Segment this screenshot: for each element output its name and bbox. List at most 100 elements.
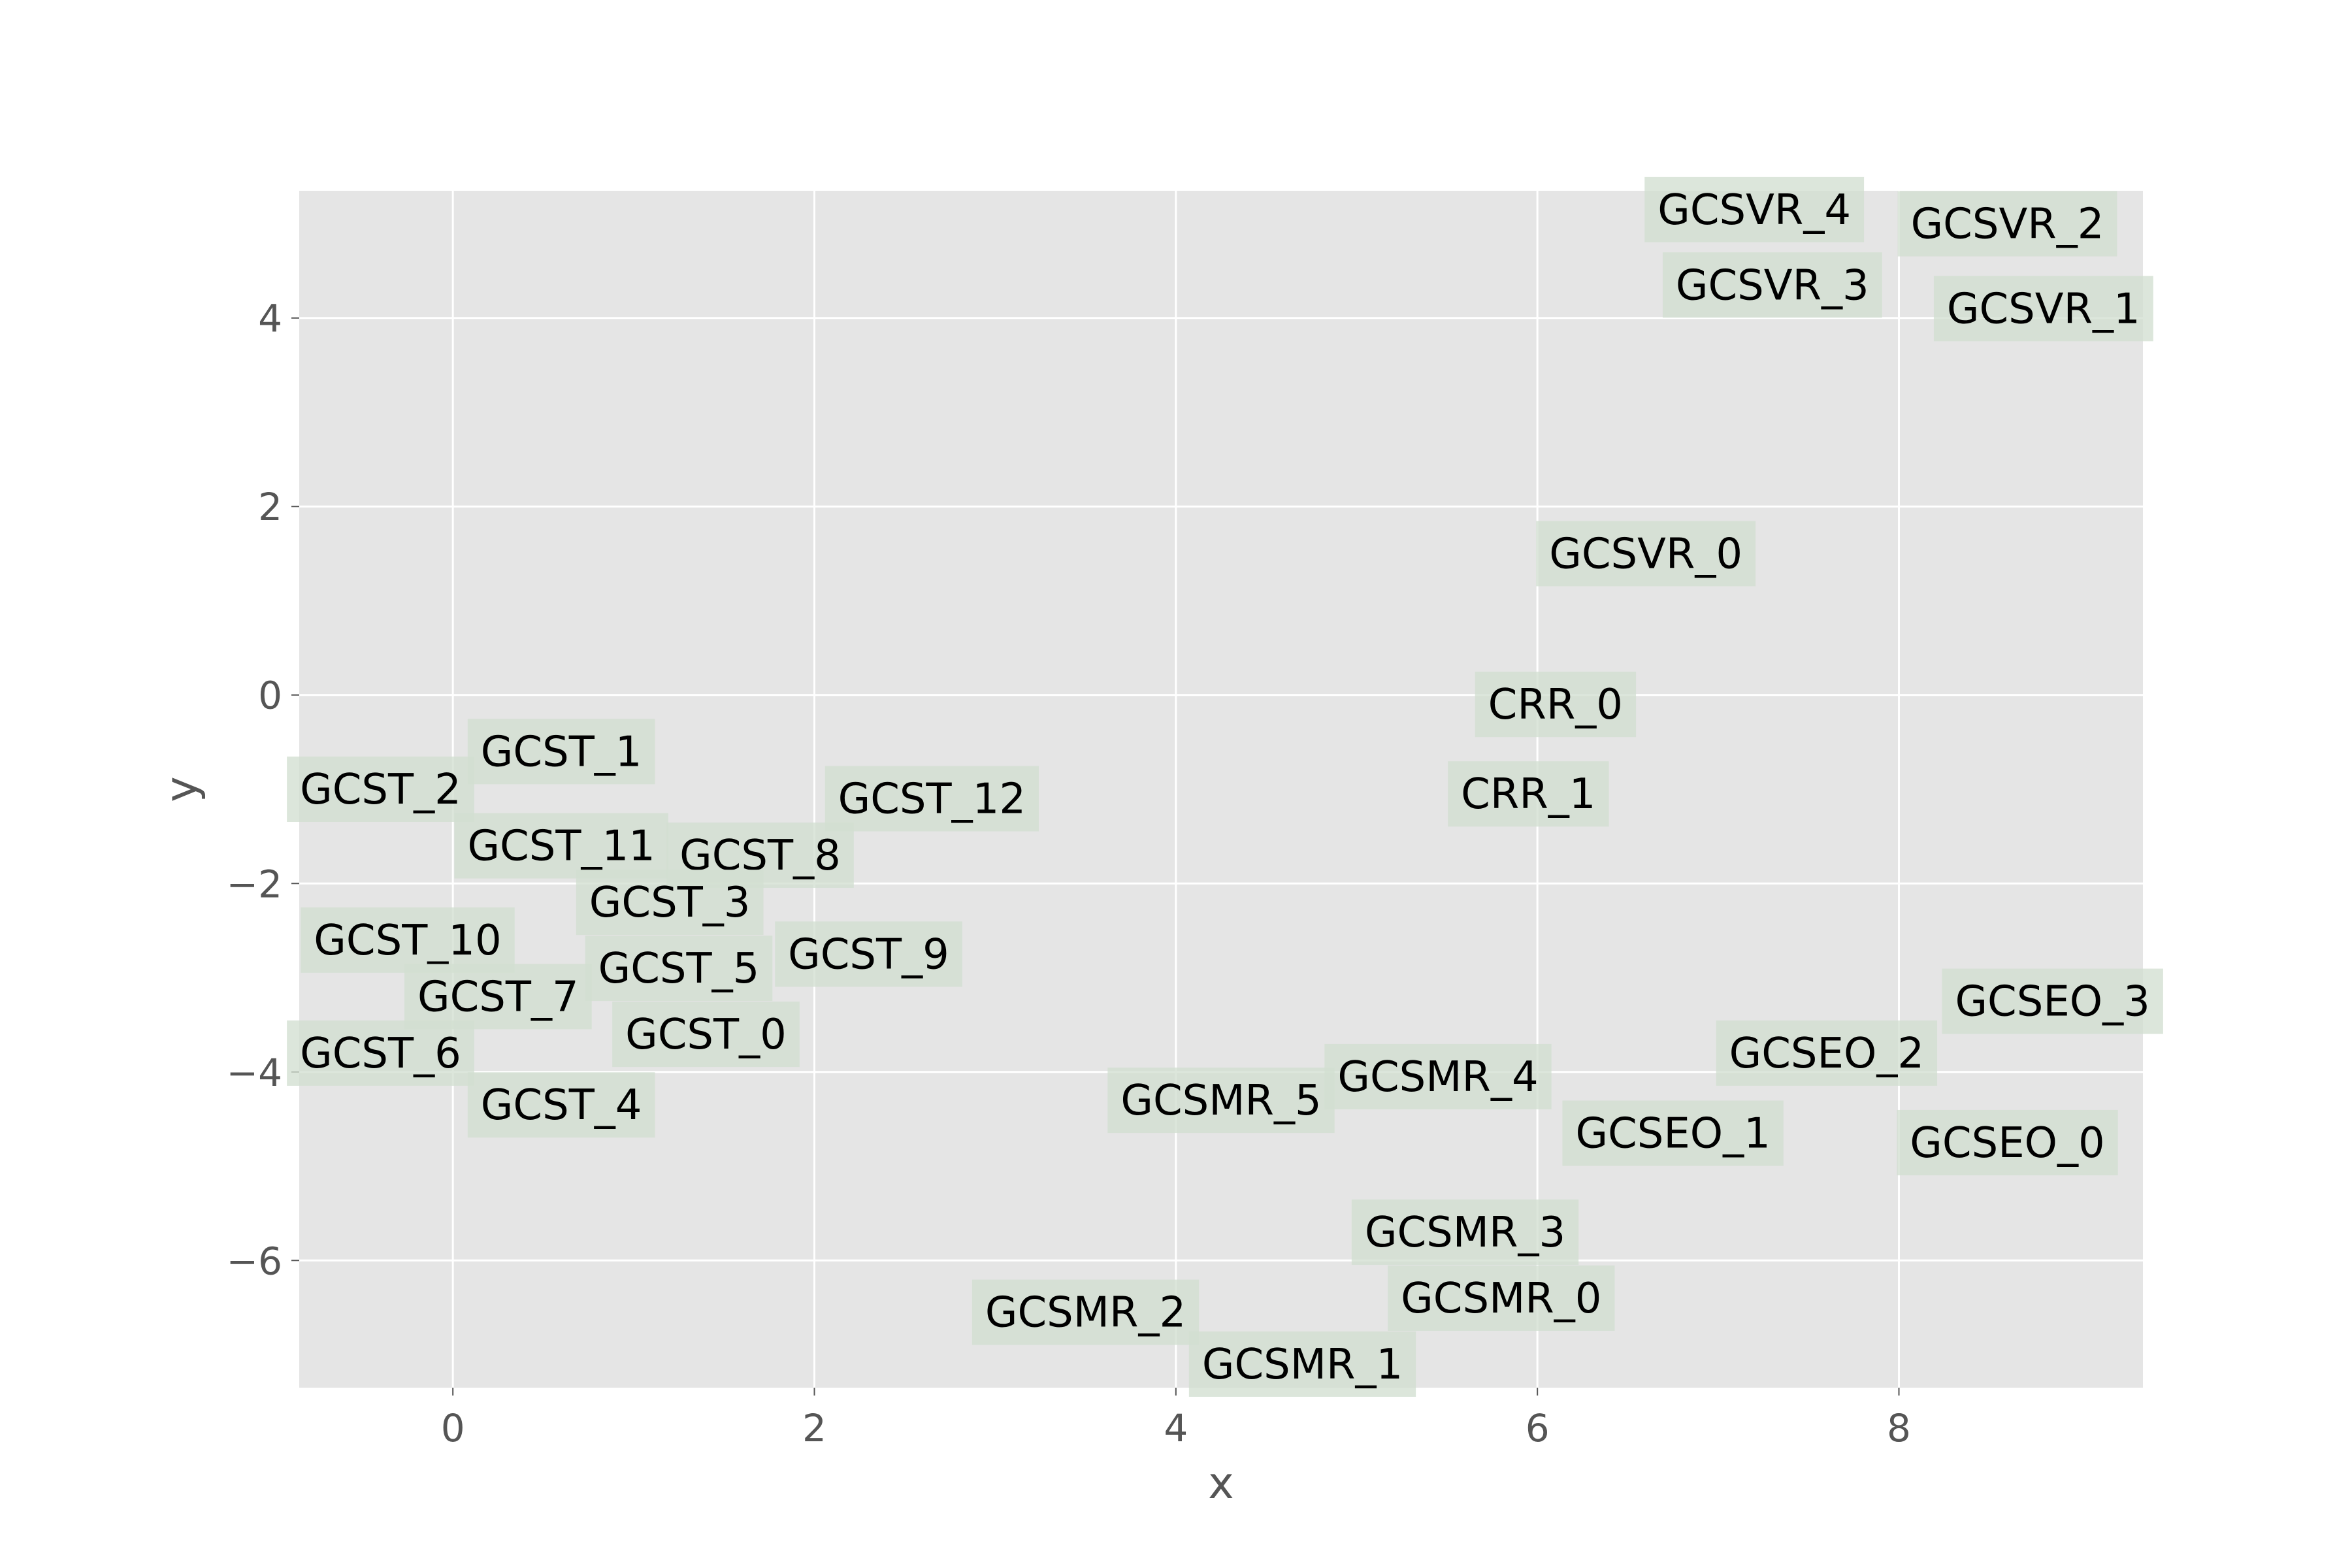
data-point: GCST_5 — [585, 936, 773, 1002]
data-point: GCST_1 — [467, 719, 655, 785]
x-axis-label: x — [1208, 1458, 1234, 1509]
x-tick-label: 2 — [802, 1406, 826, 1450]
point-label-box — [1351, 1199, 1579, 1265]
point-label: GCST_3 — [589, 879, 751, 927]
data-point: GCSEO_0 — [1897, 1109, 2118, 1175]
point-label-box — [454, 813, 668, 879]
point-label: GCST_7 — [417, 973, 579, 1021]
data-point: GCST_0 — [612, 1002, 800, 1068]
point-label-box — [1188, 1331, 1416, 1397]
point-label: GCST_9 — [788, 930, 949, 979]
data-point: GCSMR_5 — [1107, 1068, 1335, 1134]
point-label: GCSEO_0 — [1910, 1119, 2104, 1168]
point-label: GCSMR_3 — [1365, 1209, 1565, 1257]
data-point: GCSVR_0 — [1536, 521, 1756, 587]
data-point: GCST_12 — [825, 766, 1039, 832]
data-point: GCST_4 — [467, 1072, 655, 1138]
point-label: GCSEO_3 — [1955, 978, 2149, 1026]
point-label: GCST_5 — [598, 945, 760, 993]
y-tick-label: 4 — [258, 297, 282, 341]
x-tick-label: 8 — [1887, 1406, 1911, 1450]
point-label-box — [1324, 1043, 1552, 1109]
point-label-box — [1716, 1020, 1938, 1086]
point-label: GCST_10 — [314, 917, 501, 965]
point-label-box — [1933, 276, 2153, 342]
plot-area — [299, 191, 2143, 1388]
data-point: CRR_0 — [1475, 672, 1637, 738]
point-label-box — [1562, 1100, 1784, 1166]
point-label-box — [972, 1279, 1200, 1345]
point-label: GCSMR_1 — [1202, 1341, 1403, 1389]
point-label: GCST_1 — [481, 728, 642, 776]
point-label: GCSMR_0 — [1401, 1275, 1601, 1323]
point-label-box — [1107, 1068, 1335, 1134]
data-point: GCSVR_3 — [1662, 252, 1882, 318]
point-label-box — [1942, 968, 2163, 1034]
point-label-box — [467, 719, 655, 785]
point-label: GCSEO_1 — [1575, 1110, 1770, 1158]
point-label: GCST_2 — [300, 766, 461, 814]
y-tick-label: 0 — [258, 674, 282, 718]
data-point: GCST_10 — [301, 907, 515, 973]
point-label: GCSVR_3 — [1676, 261, 1869, 310]
data-point: GCST_7 — [404, 964, 592, 1030]
point-label: GCSMR_2 — [985, 1289, 1186, 1337]
point-label-box — [1448, 761, 1609, 827]
data-point: GCSVR_2 — [1897, 191, 2117, 257]
point-label: GCSVR_0 — [1549, 530, 1742, 578]
data-point: GCST_9 — [775, 921, 962, 987]
point-label: GCSEO_2 — [1729, 1030, 1924, 1078]
data-point: GCSVR_1 — [1933, 276, 2153, 342]
y-tick-label: −4 — [227, 1051, 283, 1095]
data-point: GCSMR_0 — [1388, 1265, 1615, 1331]
data-point: GCSEO_1 — [1562, 1100, 1784, 1166]
data-point: CRR_1 — [1448, 761, 1609, 827]
point-label: GCST_11 — [467, 823, 655, 871]
data-point: GCST_3 — [576, 870, 764, 936]
point-label-box — [585, 936, 773, 1002]
point-label-box — [404, 964, 592, 1030]
point-label: CRR_1 — [1461, 770, 1595, 819]
data-point: GCSEO_3 — [1942, 968, 2163, 1034]
point-label: GCST_4 — [481, 1081, 642, 1130]
data-point: GCSMR_3 — [1351, 1199, 1579, 1265]
point-label-box — [287, 757, 474, 822]
point-label-box — [467, 1072, 655, 1138]
point-label: GCSVR_2 — [1911, 200, 2104, 248]
point-label-box — [1897, 191, 2117, 257]
point-label-box — [287, 1020, 474, 1086]
point-label-box — [1897, 1109, 2118, 1175]
point-label-box — [1662, 252, 1882, 318]
data-point: GCSEO_2 — [1716, 1020, 1938, 1086]
y-tick-label: −2 — [227, 862, 283, 906]
point-label-box — [576, 870, 764, 936]
point-label: GCST_6 — [300, 1030, 461, 1078]
point-label: GCST_12 — [838, 775, 1026, 823]
point-label: GCSVR_1 — [1947, 285, 2140, 333]
labeled-points: GCSVR_4 GCSVR_2 GCSVR_3 GCSVR_1 GCSVR_0 CRR_0… — [287, 176, 2163, 1397]
data-point: GCSVR_4 — [1644, 176, 1865, 242]
data-point: GCSMR_4 — [1324, 1043, 1552, 1109]
point-label-box — [1536, 521, 1756, 587]
x-tick-label: 0 — [441, 1406, 465, 1450]
point-label-box — [1644, 176, 1865, 242]
point-label: GCST_0 — [625, 1011, 787, 1059]
point-label: GCSVR_4 — [1658, 186, 1851, 235]
point-label-box — [1475, 672, 1637, 738]
point-label-box — [825, 766, 1039, 832]
axis-ticks: 0 2 4 6 8 4 2 0 −2 −4 −6 — [227, 297, 1911, 1450]
point-label: GCSMR_4 — [1337, 1053, 1538, 1102]
data-point: GCSMR_2 — [972, 1279, 1200, 1345]
data-point: GCST_6 — [287, 1020, 474, 1086]
point-label: CRR_0 — [1488, 681, 1623, 729]
data-point: GCSMR_1 — [1188, 1331, 1416, 1397]
x-tick-label: 4 — [1164, 1406, 1188, 1450]
y-axis-label: y — [155, 776, 206, 802]
data-point: GCST_11 — [454, 813, 668, 879]
point-label-box — [775, 921, 962, 987]
y-tick-label: 2 — [258, 485, 282, 529]
data-point: GCST_2 — [287, 757, 474, 822]
y-tick-label: −6 — [227, 1239, 283, 1283]
point-label-box — [301, 907, 515, 973]
